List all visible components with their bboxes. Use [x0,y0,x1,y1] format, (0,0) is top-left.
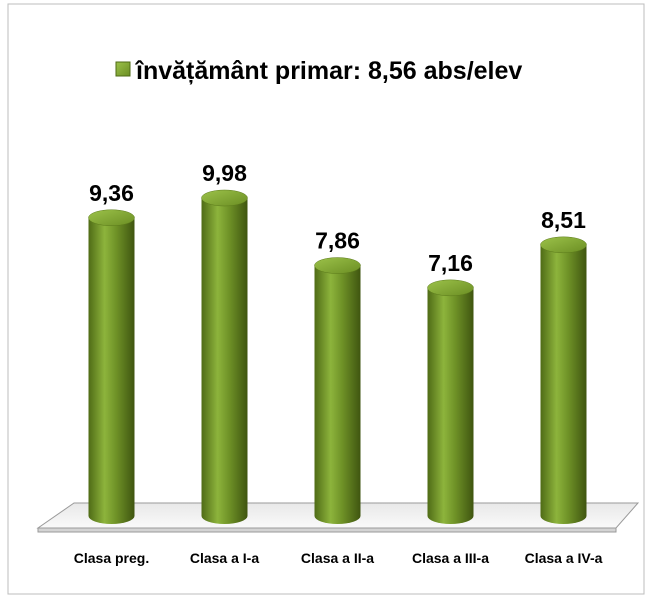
legend-label: învățământ primar: 8,56 abs/elev [134,57,522,85]
bar [540,244,587,525]
x-tick-label: Clasa preg. [74,550,149,566]
x-tick-label: Clasa a III-a [412,550,489,566]
bar-top [201,189,248,207]
bar [201,198,248,524]
data-label: 9,36 [89,180,134,206]
bar-top [88,209,135,227]
legend-marker [115,61,131,77]
data-label: 9,98 [202,160,247,186]
bar-top [427,279,474,297]
floor-edge [37,527,617,533]
data-label: 8,51 [541,207,586,233]
data-label: 7,86 [315,228,360,254]
x-tick-label: Clasa a IV-a [525,550,603,566]
bar [88,217,135,524]
bar [314,265,361,524]
data-label: 7,16 [428,250,473,276]
x-tick-label: Clasa a II-a [301,550,374,566]
bar-top [540,236,587,254]
bar [427,287,474,524]
bar-top [314,257,361,274]
x-tick-label: Clasa a I-a [190,550,259,566]
